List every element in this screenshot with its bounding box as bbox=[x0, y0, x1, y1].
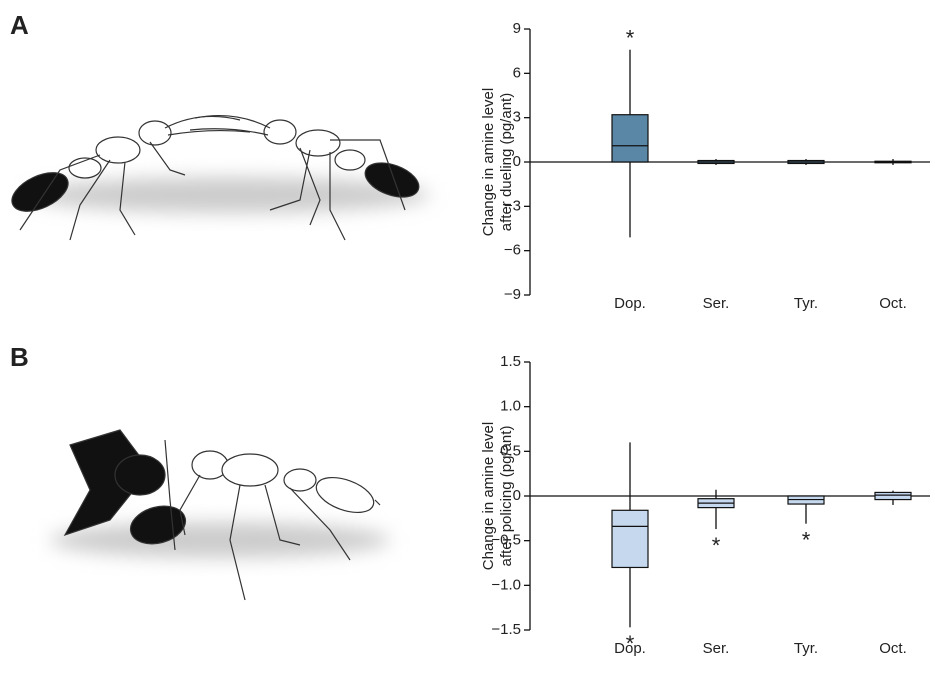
box bbox=[611, 114, 649, 163]
significance-star: * bbox=[802, 528, 811, 553]
panel-label: B bbox=[10, 342, 29, 372]
x-tick-label: Ser. bbox=[703, 640, 730, 657]
y-tick-label: 0 bbox=[513, 487, 521, 504]
y-tick-label: 0.5 bbox=[500, 442, 521, 459]
y-tick-label: 0 bbox=[513, 153, 521, 170]
y-axis-label: after dueling (pg/ant) bbox=[498, 93, 515, 231]
box bbox=[874, 491, 912, 501]
panel-label: A bbox=[10, 10, 29, 40]
y-tick-label: −6 bbox=[504, 242, 521, 259]
y-tick-label: −0.5 bbox=[491, 532, 521, 549]
y-tick-label: −9 bbox=[504, 286, 521, 303]
y-tick-label: −1.5 bbox=[491, 621, 521, 638]
x-tick-label: Tyr. bbox=[794, 295, 818, 312]
y-axis-label: after policing (pg/ant) bbox=[498, 426, 515, 567]
y-tick-label: 3 bbox=[513, 109, 521, 126]
y-tick-label: 6 bbox=[513, 64, 521, 81]
ant-illustration-b bbox=[50, 429, 390, 601]
ant-illustration-a bbox=[11, 114, 430, 241]
y-axis-label: Change in amine level bbox=[480, 88, 497, 236]
x-tick-label: Dop. bbox=[614, 640, 646, 657]
significance-star: * bbox=[712, 533, 721, 558]
significance-star: * bbox=[626, 26, 635, 51]
y-tick-label: 1.0 bbox=[500, 398, 521, 415]
y-tick-label: 1.5 bbox=[500, 353, 521, 370]
x-tick-label: Oct. bbox=[879, 295, 907, 312]
y-tick-label: −1.0 bbox=[491, 576, 521, 593]
y-tick-label: −3 bbox=[504, 197, 521, 214]
y-axis-label: Change in amine level bbox=[480, 422, 497, 570]
x-tick-label: Tyr. bbox=[794, 640, 818, 657]
significance-star: * bbox=[626, 631, 635, 656]
box bbox=[611, 509, 649, 569]
x-tick-label: Oct. bbox=[879, 640, 907, 657]
x-tick-label: Dop. bbox=[614, 295, 646, 312]
x-tick-label: Ser. bbox=[703, 295, 730, 312]
y-tick-label: 9 bbox=[513, 20, 521, 37]
